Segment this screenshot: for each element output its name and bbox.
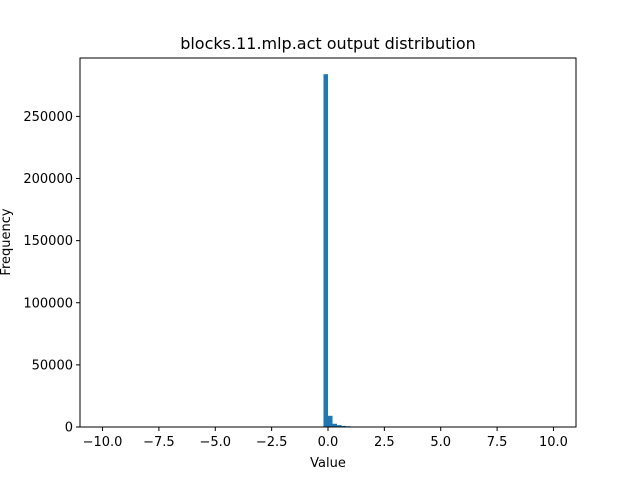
histogram-bar: [323, 74, 328, 428]
y-tick-label: 200000: [23, 172, 73, 187]
histogram-bars: [323, 74, 365, 428]
x-tick-label: 2.5: [374, 435, 395, 450]
x-tick-label: −7.5: [143, 435, 175, 450]
x-tick-label: 7.5: [487, 435, 508, 450]
x-tick-label: −5.0: [199, 435, 231, 450]
x-axis-ticks: −10.0 −7.5 −5.0 −2.5 0.0 2.5 5.0 7.5 10.0: [83, 427, 568, 450]
y-tick-label: 250000: [23, 110, 73, 125]
x-tick-label: 5.0: [430, 435, 451, 450]
x-tick-label: 0.0: [318, 435, 339, 450]
x-tick-label: −2.5: [256, 435, 288, 450]
histogram-bar: [328, 415, 333, 427]
x-tick-label: −10.0: [83, 435, 123, 450]
histogram-bar: [341, 425, 347, 427]
histogram-bar: [337, 425, 342, 427]
y-tick-label: 100000: [23, 296, 73, 311]
y-tick-label: 0: [65, 421, 73, 436]
y-tick-label: 150000: [23, 234, 73, 249]
histogram-bar: [332, 423, 338, 427]
x-axis-label: Value: [310, 456, 346, 471]
y-tick-label: 50000: [32, 358, 73, 373]
x-tick-label: 10.0: [539, 435, 568, 450]
chart-title: blocks.11.mlp.act output distribution: [180, 34, 476, 53]
y-axis-label: Frequency: [0, 208, 14, 275]
y-axis-ticks: 0 50000 100000 150000 200000 250000: [23, 110, 80, 436]
